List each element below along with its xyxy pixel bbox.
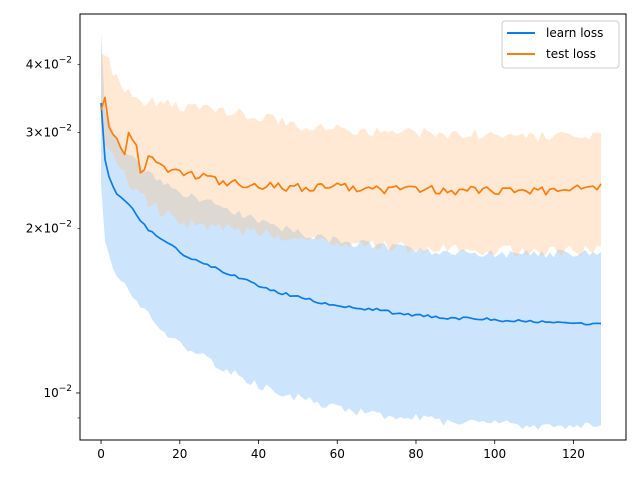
legend-label-learn-loss: learn loss — [546, 26, 603, 40]
x-tick-label: 80 — [408, 447, 423, 461]
x-tick-label: 0 — [97, 447, 105, 461]
x-tick-label: 20 — [172, 447, 187, 461]
x-tick-label: 40 — [251, 447, 266, 461]
legend: learn loss test loss — [502, 21, 619, 68]
x-tick-label: 120 — [562, 447, 585, 461]
legend-label-test-loss: test loss — [546, 47, 596, 61]
x-tick-label: 100 — [483, 447, 506, 461]
x-tick-label: 60 — [330, 447, 345, 461]
